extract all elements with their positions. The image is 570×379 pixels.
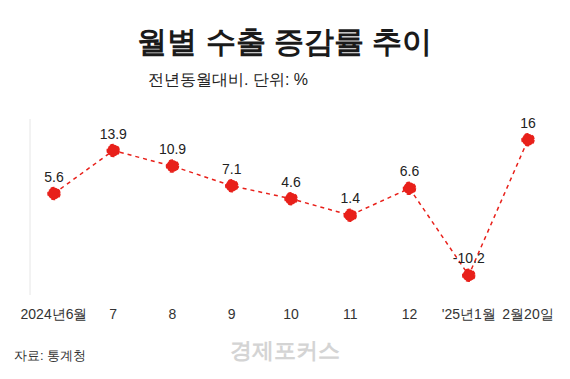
svg-text:7.1: 7.1 (222, 161, 242, 177)
svg-text:8: 8 (169, 306, 177, 322)
svg-text:7: 7 (109, 306, 117, 322)
svg-text:13.9: 13.9 (100, 126, 127, 142)
svg-text:16: 16 (520, 115, 536, 131)
svg-text:10: 10 (283, 306, 299, 322)
html-text:월별 수출 증감률 추이: 월별 수출 증감률 추이 (137, 25, 433, 58)
svg-text:2024년6월: 2024년6월 (21, 306, 88, 322)
html-text:자료: 통계청: 자료: 통계청 (14, 348, 87, 363)
svg-text:1.4: 1.4 (341, 190, 361, 206)
svg-text:2월20일: 2월20일 (502, 306, 553, 322)
svg-text:6.6: 6.6 (400, 163, 420, 179)
svg-text:'25년1월: '25년1월 (442, 306, 496, 322)
svg-text:12: 12 (402, 306, 418, 322)
svg-text:10.9: 10.9 (159, 141, 186, 157)
svg-text:5.6: 5.6 (44, 169, 64, 185)
svg-text:11: 11 (343, 306, 358, 322)
svg-text:4.6: 4.6 (281, 174, 301, 190)
svg-text:9: 9 (228, 306, 236, 322)
html-text:경제포커스: 경제포커스 (230, 338, 340, 363)
html-text:전년동월대비. 단위: %: 전년동월대비. 단위: % (148, 71, 308, 88)
svg-text:-10.2: -10.2 (453, 250, 485, 266)
